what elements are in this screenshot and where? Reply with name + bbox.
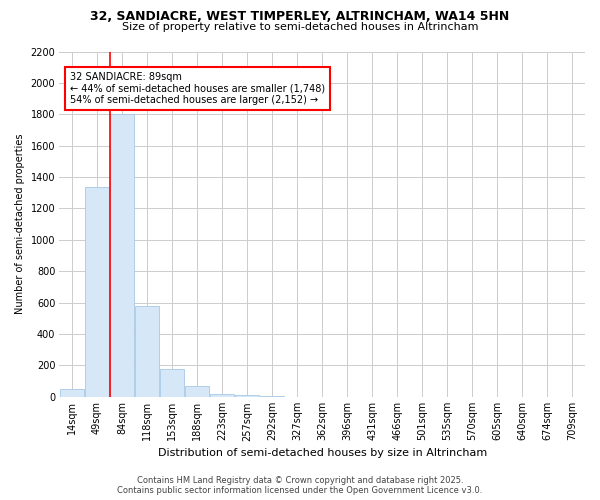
Bar xyxy=(210,394,234,397)
Text: 32, SANDIACRE, WEST TIMPERLEY, ALTRINCHAM, WA14 5HN: 32, SANDIACRE, WEST TIMPERLEY, ALTRINCHA… xyxy=(91,10,509,23)
Bar xyxy=(260,396,284,397)
Bar xyxy=(60,389,84,397)
Text: 32 SANDIACRE: 89sqm
← 44% of semi-detached houses are smaller (1,748)
54% of sem: 32 SANDIACRE: 89sqm ← 44% of semi-detach… xyxy=(70,72,325,106)
Bar xyxy=(185,386,209,397)
X-axis label: Distribution of semi-detached houses by size in Altrincham: Distribution of semi-detached houses by … xyxy=(158,448,487,458)
Text: Contains HM Land Registry data © Crown copyright and database right 2025.
Contai: Contains HM Land Registry data © Crown c… xyxy=(118,476,482,495)
Bar xyxy=(235,395,259,397)
Bar xyxy=(135,306,159,397)
Bar xyxy=(110,114,134,397)
Text: Size of property relative to semi-detached houses in Altrincham: Size of property relative to semi-detach… xyxy=(122,22,478,32)
Bar xyxy=(160,370,184,397)
Bar xyxy=(85,186,109,397)
Y-axis label: Number of semi-detached properties: Number of semi-detached properties xyxy=(15,134,25,314)
